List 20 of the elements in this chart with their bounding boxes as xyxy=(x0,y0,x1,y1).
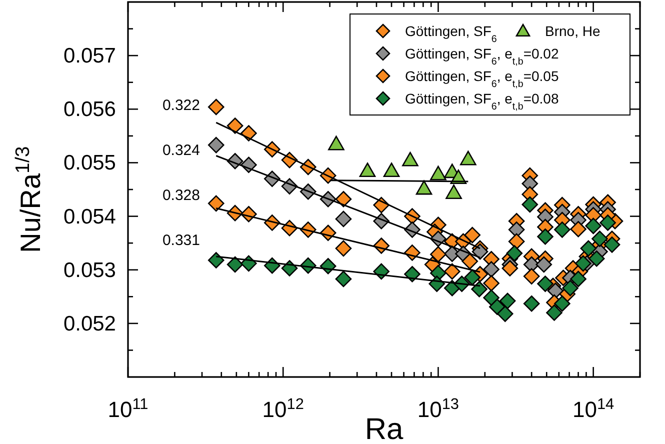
legend-label: Göttingen, SF$_{6}$ xyxy=(405,23,498,44)
x-axis-title: Ra xyxy=(364,413,404,444)
legend-label: Brno, He xyxy=(545,23,600,39)
y-tick-label: 0.052 xyxy=(63,312,116,336)
x-tick-label: 10$^{13}$ xyxy=(417,396,460,422)
legend-label: Göttingen, SF$_{6}$, e$_{t,b}$=0.05 xyxy=(405,68,559,90)
x-tick-label: 10$^{12}$ xyxy=(262,396,304,422)
annotation: 0.322 xyxy=(162,97,200,114)
annotation: 0.331 xyxy=(162,232,200,249)
y-tick-label: 0.057 xyxy=(63,44,116,68)
annotation: 0.328 xyxy=(162,187,200,204)
y-tick-label: 0.055 xyxy=(63,152,116,175)
y-tick-label: 0.054 xyxy=(63,205,116,228)
y-tick-label: 0.056 xyxy=(63,98,116,122)
legend-label: Göttingen, SF$_{6}$, e$_{t,b}$=0.08 xyxy=(405,90,559,112)
legend-label: Göttingen, SF$_{6}$, e$_{t,b}$=0.02 xyxy=(405,46,559,67)
x-tick-label: 10$^{11}$ xyxy=(108,396,148,422)
y-tick-label: 0.053 xyxy=(63,258,116,282)
annotation: 0.324 xyxy=(162,142,200,159)
x-tick-label: 10$^{14}$ xyxy=(572,396,615,422)
